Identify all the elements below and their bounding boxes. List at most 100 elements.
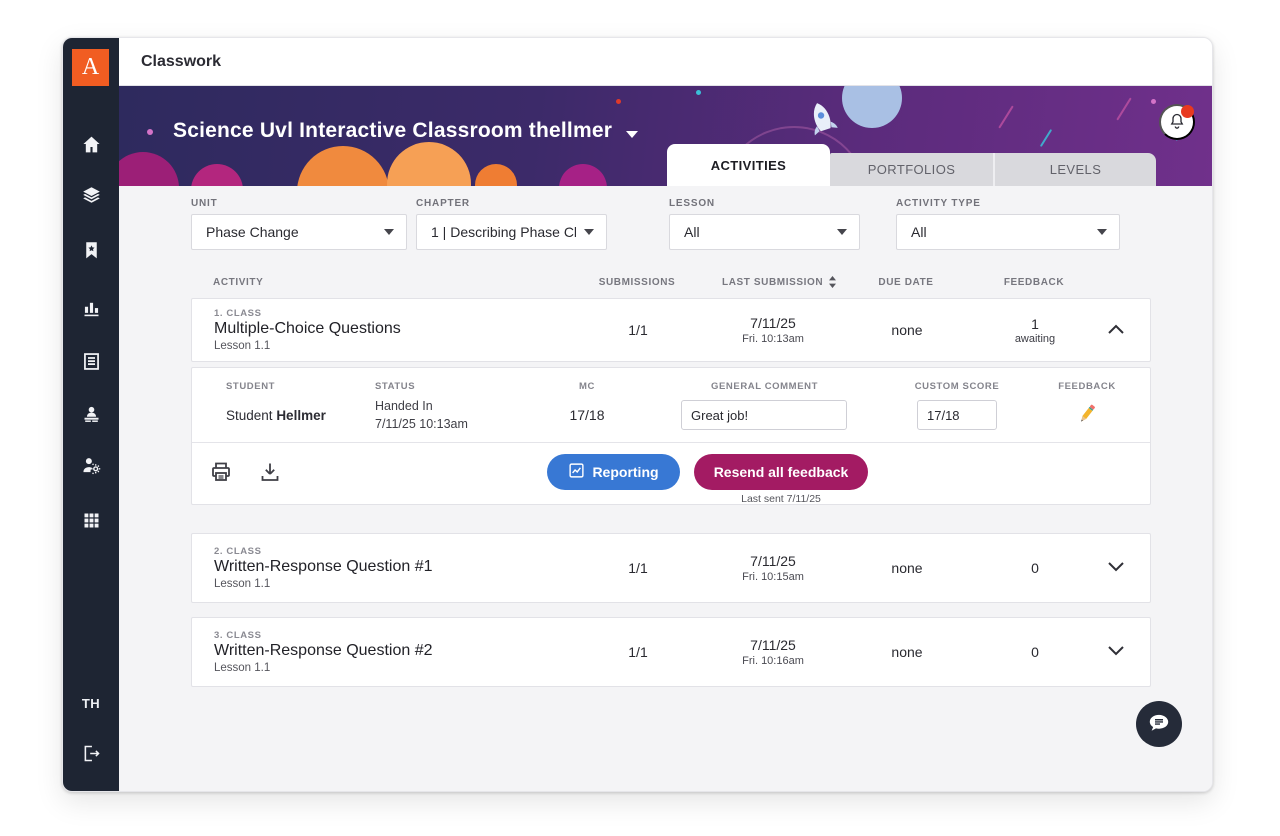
chevron-up-icon (1107, 323, 1125, 338)
sidebar-item-library[interactable] (63, 185, 119, 211)
activity-row-1[interactable]: 1. CLASS Multiple-Choice Questions Lesso… (191, 298, 1151, 362)
tab-levels[interactable]: LEVELS (993, 153, 1156, 186)
pink-dot (1151, 99, 1156, 104)
download-button[interactable] (258, 460, 282, 487)
sidebar-item-teacher[interactable] (63, 404, 119, 430)
column-header-activity: ACTIVITY (191, 277, 552, 288)
magenta-hill-blob (191, 164, 243, 186)
column-header-due-date: DUE DATE (822, 277, 990, 288)
custom-score-input[interactable] (917, 400, 997, 430)
chat-button[interactable] (1136, 701, 1182, 747)
sidebar-item-logout[interactable] (63, 743, 119, 769)
main-area: Classwork (119, 38, 1213, 791)
page-title: Classwork (119, 53, 221, 71)
chevron-down-icon (1097, 229, 1107, 235)
chevron-down-icon (1107, 645, 1125, 660)
detail-header-general-comment: GENERAL COMMENT (637, 381, 892, 392)
activity-row-3[interactable]: 3. CLASS Written-Response Question #2 Le… (191, 617, 1151, 687)
planet-blob (842, 86, 902, 128)
row-feedback: 1 awaiting (991, 316, 1079, 345)
last-sent-label: Last sent 7/11/25 (694, 493, 868, 505)
chevron-down-icon (384, 229, 394, 235)
row-lesson: Lesson 1.1 (214, 340, 553, 352)
bookmark-star-icon (81, 240, 102, 266)
column-header-feedback: FEEDBACK (990, 277, 1078, 288)
row-last-submission: 7/11/25 Fri. 10:16am (723, 637, 823, 667)
column-header-last-submission[interactable]: LAST SUBMISSION (722, 276, 822, 288)
row-due-date: none (823, 644, 991, 660)
detail-header-custom-score: CUSTOM SCORE (892, 381, 1022, 392)
sidebar-item-assignments[interactable] (63, 351, 119, 377)
column-header-submissions: SUBMISSIONS (552, 277, 722, 288)
row-feedback: 0 (991, 644, 1079, 660)
class-title: Science Uvl Interactive Classroom thellm… (173, 119, 612, 143)
row-title: Written-Response Question #1 (214, 558, 553, 576)
lesson-select-value: All (684, 224, 829, 240)
actions-row: Reporting Resend all feedback Last sent … (192, 442, 1150, 504)
row-due-date: none (823, 560, 991, 576)
meteor-streak (998, 105, 1013, 128)
unit-filter-label: UNIT (191, 198, 407, 209)
chapter-select[interactable]: 1 | Describing Phase Chang... (416, 214, 607, 250)
expand-row-button[interactable] (1103, 557, 1129, 580)
assignments-icon (81, 351, 102, 377)
sidebar-item-apps[interactable] (63, 510, 119, 536)
chevron-down-icon (584, 229, 594, 235)
reporting-button[interactable]: Reporting (547, 454, 680, 490)
activity-type-select-value: All (911, 224, 1089, 240)
detail-header-status: STATUS (357, 381, 537, 392)
sidebar: A (63, 38, 119, 791)
row-class-label: 2. CLASS (214, 546, 553, 557)
row-lesson: Lesson 1.1 (214, 578, 553, 590)
expand-row-button[interactable] (1103, 641, 1129, 664)
printer-icon (209, 472, 233, 487)
row-submissions: 1/1 (553, 322, 723, 338)
row-feedback: 0 (991, 560, 1079, 576)
sidebar-item-bookmarks[interactable] (63, 240, 119, 266)
row-submissions: 1/1 (553, 644, 723, 660)
student-name: Student Hellmer (192, 408, 357, 423)
chevron-down-icon (626, 131, 638, 138)
row-title: Multiple-Choice Questions (214, 320, 553, 338)
unit-select[interactable]: Phase Change (191, 214, 407, 250)
sidebar-item-home[interactable] (63, 134, 119, 160)
filters-row: UNIT Phase Change CHAPTER 1 | Describing… (191, 198, 1151, 250)
tab-portfolios[interactable]: PORTFOLIOS (830, 153, 993, 186)
user-initials[interactable]: TH (63, 696, 119, 711)
activity-row-2[interactable]: 2. CLASS Written-Response Question #1 Le… (191, 533, 1151, 603)
app-logo[interactable]: A (72, 49, 109, 86)
student-row: Student Hellmer Handed In 7/11/25 10:13a… (192, 394, 1150, 442)
home-icon (81, 134, 102, 160)
banner-tabs: ACTIVITIES PORTFOLIOS LEVELS (667, 144, 1156, 186)
general-comment-input[interactable] (681, 400, 847, 430)
speech-bubble-icon (1146, 710, 1172, 739)
detail-header-feedback: FEEDBACK (1022, 381, 1152, 392)
teacher-desk-icon (81, 404, 102, 430)
detail-header-row: STUDENT STATUS MC GENERAL COMMENT CUSTOM… (192, 368, 1150, 394)
unit-select-value: Phase Change (206, 224, 376, 240)
download-icon (258, 472, 282, 487)
edit-feedback-button[interactable] (1075, 402, 1099, 429)
class-switcher[interactable]: Science Uvl Interactive Classroom thellm… (173, 119, 638, 143)
sidebar-item-roster-settings[interactable] (63, 455, 119, 481)
magenta-hill-blob (119, 152, 179, 186)
orange-hill-blob (387, 142, 471, 186)
lesson-select[interactable]: All (669, 214, 860, 250)
notification-badge (1181, 105, 1194, 118)
notifications-button[interactable] (1159, 104, 1195, 140)
activity-type-select[interactable]: All (896, 214, 1120, 250)
collapse-row-button[interactable] (1103, 319, 1129, 342)
resend-feedback-button[interactable]: Resend all feedback (694, 454, 868, 490)
chevron-down-icon (1107, 561, 1125, 576)
content-area: UNIT Phase Change CHAPTER 1 | Describing… (119, 186, 1213, 687)
apps-grid-icon (81, 510, 102, 536)
app-window: A (62, 37, 1213, 792)
row-lesson: Lesson 1.1 (214, 662, 553, 674)
print-button[interactable] (209, 460, 233, 487)
meteor-streak (1116, 97, 1131, 120)
sidebar-item-reports[interactable] (63, 298, 119, 324)
chart-icon (568, 462, 585, 482)
tab-activities[interactable]: ACTIVITIES (667, 144, 830, 186)
logout-icon (81, 743, 102, 769)
expanded-detail-panel: STUDENT STATUS MC GENERAL COMMENT CUSTOM… (191, 367, 1151, 505)
